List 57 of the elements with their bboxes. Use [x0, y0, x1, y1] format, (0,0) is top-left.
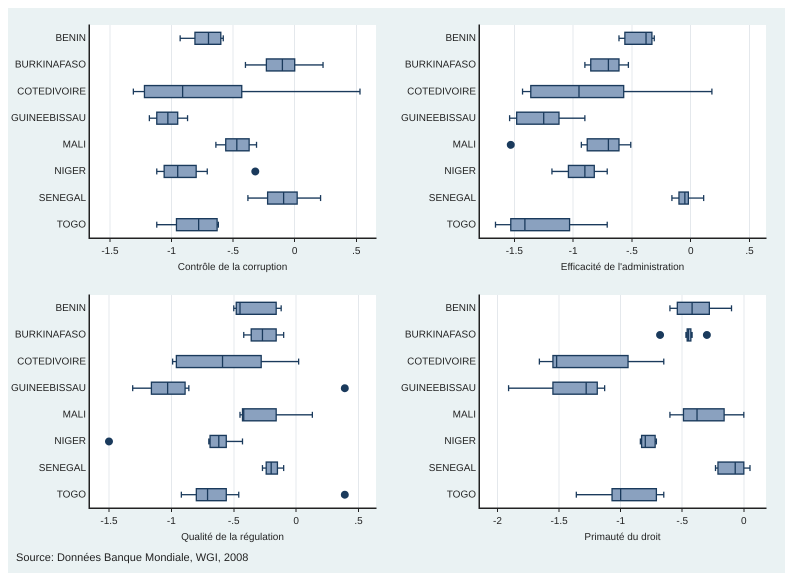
y-tick-label: COTEDIVOIRE	[407, 86, 476, 98]
y-tick-label: MALI	[452, 140, 476, 151]
x-tick-label: -.5	[676, 516, 689, 527]
y-tick-label: COTEDIVOIRE	[407, 356, 476, 368]
y-tick-label: BURKINAFASO	[404, 60, 476, 71]
y-tick-label: TOGO	[56, 489, 86, 500]
y-tick-label: BURKINAFASO	[404, 330, 476, 341]
y-tick-label: BENIN	[445, 303, 476, 314]
x-tick-label: -2	[493, 516, 502, 527]
y-tick-label: SENEGAL	[38, 192, 86, 204]
y-tick-label: GUINEEBISSAU	[10, 382, 86, 394]
x-tick-label: 0	[292, 246, 298, 257]
x-tick-label: -1.5	[550, 516, 568, 527]
y-tick-label: BENIN	[55, 33, 86, 44]
x-tick-label: -.5	[227, 246, 240, 257]
y-tick-label: SENEGAL	[428, 192, 476, 204]
x-tick-label: -1	[568, 246, 578, 257]
x-tick-label: .5	[745, 246, 754, 257]
x-axis-title: Qualité de la régulation	[181, 532, 284, 543]
x-tick-label: -1	[166, 516, 176, 527]
x-tick-label: -.5	[626, 246, 638, 257]
x-tick-label: .5	[354, 516, 364, 527]
y-tick-label: BURKINAFASO	[14, 60, 86, 71]
y-tick-label: SENEGAL	[38, 462, 86, 474]
x-tick-label: -1.5	[506, 246, 524, 257]
y-tick-label: BENIN	[55, 303, 86, 314]
y-tick-label: NIGER	[54, 166, 86, 178]
y-tick-label: MALI	[452, 410, 476, 421]
x-axis-title: Primauté du droit	[584, 532, 661, 543]
y-tick-label: GUINEEBISSAU	[400, 112, 476, 124]
x-tick-label: .5	[352, 246, 361, 257]
y-tick-label: COTEDIVOIRE	[17, 356, 86, 368]
x-tick-label: 0	[688, 246, 694, 257]
x-tick-label: -1.5	[100, 516, 118, 527]
x-tick-label: -1.5	[101, 246, 120, 257]
y-tick-label: BENIN	[445, 33, 476, 44]
y-tick-label: GUINEEBISSAU	[400, 382, 476, 394]
x-tick-label: -1	[167, 246, 176, 257]
x-tick-label: -.5	[228, 516, 240, 527]
x-axis-title: Contrôle de la corruption	[178, 262, 288, 273]
y-tick-label: COTEDIVOIRE	[17, 86, 86, 98]
y-tick-label: TOGO	[56, 219, 86, 230]
y-tick-label: TOGO	[446, 219, 476, 230]
x-tick-label: 0	[293, 516, 300, 527]
y-tick-label: TOGO	[446, 489, 476, 500]
x-axis-title: Efficacité de l'administration	[560, 262, 684, 273]
y-tick-label: SENEGAL	[428, 462, 476, 474]
y-tick-label: BURKINAFASO	[14, 330, 86, 341]
y-tick-label: NIGER	[54, 436, 86, 448]
y-tick-label: NIGER	[444, 436, 476, 448]
y-tick-label: NIGER	[444, 166, 476, 178]
x-tick-label: 0	[741, 516, 748, 527]
y-tick-label: MALI	[62, 410, 86, 421]
y-tick-label: GUINEEBISSAU	[10, 112, 86, 124]
x-tick-label: -1	[616, 516, 626, 527]
source-note: Source: Données Banque Mondiale, WGI, 2008	[16, 552, 250, 564]
y-tick-label: MALI	[62, 140, 86, 151]
